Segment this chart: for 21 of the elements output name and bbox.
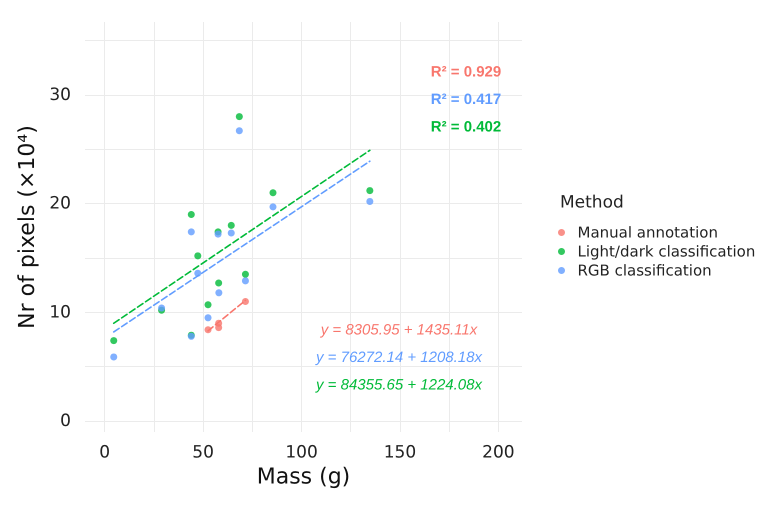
annotation: y = 84355.65 + 1224.08x (315, 376, 482, 394)
x-tick-label: 0 (99, 442, 110, 462)
x-tick-label: 50 (192, 442, 214, 462)
y-axis-title: Nr of pixels (×10⁴) (14, 125, 40, 329)
annotation: y = 8305.95 + 1435.11x (320, 322, 478, 338)
x-axis-title: Mass (g) (256, 464, 350, 490)
legend-label: RGB classification (578, 262, 712, 280)
x-tick-label: 100 (285, 442, 318, 462)
y-tick-label: 10 (49, 302, 71, 322)
legend-label: Light/dark classification (578, 242, 756, 260)
y-tick-label: 20 (49, 194, 71, 214)
annotation: R² = 0.929 (430, 64, 502, 80)
x-tick-label: 200 (482, 442, 515, 462)
legend-label: Manual annotation (578, 224, 718, 242)
legend-title: Method (560, 192, 624, 212)
x-tick-label: 150 (384, 442, 416, 462)
y-tick-label: 30 (49, 84, 71, 105)
annotation: y = 76272.14 + 1208.18x (315, 349, 482, 366)
annotation: R² = 0.402 (430, 118, 502, 136)
annotation: R² = 0.417 (430, 91, 502, 108)
y-tick-label: 0 (60, 411, 71, 432)
